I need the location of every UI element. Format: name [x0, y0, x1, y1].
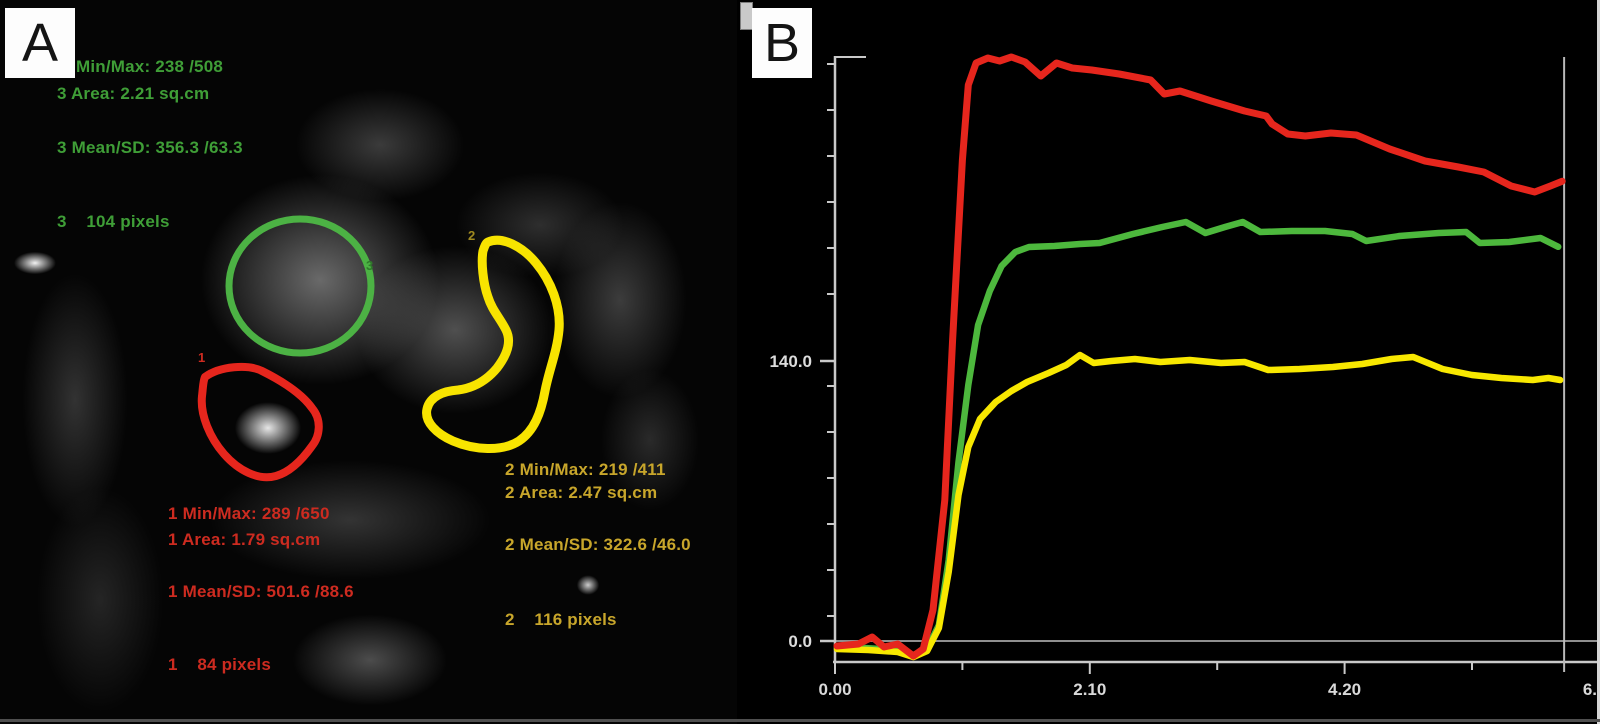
y-tick-label: 0.0	[788, 632, 812, 651]
mri-image	[0, 0, 737, 724]
figure-bottom-border	[0, 719, 1600, 722]
roi3-green-circle	[225, 215, 375, 357]
x-tick-label: 4.20	[1328, 680, 1361, 699]
panel-b-letter: B	[763, 13, 801, 73]
roi1-minmax-text: 1 Min/Max: 289 /650	[168, 504, 330, 523]
roi3-pixels-text: 3 104 pixels	[57, 212, 170, 231]
roi2-area-text: 2 Area: 2.47 sq.cm	[505, 483, 658, 502]
mri-panel: Min/Max: 238 /508 3 Area: 2.21 sq.cm 3 M…	[0, 0, 737, 724]
roi1-number-marker: 1	[198, 350, 206, 365]
curve-ROI 1 (red)	[833, 53, 1566, 660]
panel-a-letter: A	[21, 13, 59, 73]
roi3-meansd-text: 3 Mean/SD: 356.3 /63.3	[57, 138, 243, 157]
roi1-pixels-text: 1 84 pixels	[168, 655, 271, 674]
curve-ROI 2 (yellow)	[833, 351, 1564, 661]
roi1-meansd-text: 1 Mean/SD: 501.6 /88.6	[168, 582, 354, 601]
x-tick-label: 6.30	[1583, 680, 1600, 699]
roi1-red-outline	[197, 362, 323, 482]
roi2-meansd-text: 2 Mean/SD: 322.6 /46.0	[505, 535, 691, 554]
x-tick-label: 2.10	[1073, 680, 1106, 699]
roi1-area-text: 1 Area: 1.79 sq.cm	[168, 530, 321, 549]
roi3-minmax-text: Min/Max: 238 /508	[76, 57, 224, 76]
roi2-yellow-outline	[422, 235, 564, 453]
roi2-number-marker: 2	[468, 228, 476, 243]
panel-a-label: A	[5, 8, 75, 78]
roi3-area-text: 3 Area: 2.21 sq.cm	[57, 84, 210, 103]
panel-b-label: B	[752, 8, 812, 78]
x-tick-label: 0.00	[818, 680, 851, 699]
roi2-pixels-text: 2 116 pixels	[505, 610, 617, 629]
y-tick-label: 140.0	[769, 352, 812, 371]
figure-right-border	[1597, 0, 1600, 724]
roi2-minmax-text: 2 Min/Max: 219 /411	[505, 460, 666, 479]
roi3-number-marker: 3	[366, 258, 374, 273]
